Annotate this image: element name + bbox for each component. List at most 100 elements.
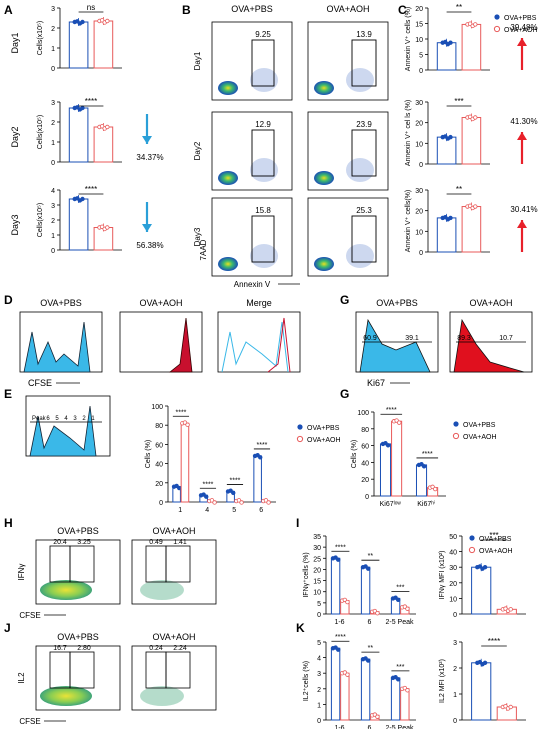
A-Day2-sig-label: **** [85,97,97,106]
E-dot-pbs [231,490,236,496]
C-legend-aoh-label: OVA+AOH [504,27,538,34]
gK-mfi-dot-pbs [482,660,488,665]
gJ-gate-a-value: 16.7 [53,645,67,652]
gI-ytick-label: 35 [313,534,321,541]
C-pct-2: 30.41% [510,205,537,214]
A-Day3-sig-label: **** [85,185,97,194]
G-legend-aoh-marker [452,432,460,440]
D-col-0: OVA+PBS [40,298,82,308]
C-1-ytick-label: 0 [419,162,423,169]
B-gate-value: 15.8 [255,206,271,215]
E-peak-num: 6 [46,416,50,422]
gK-xcat: 2-5 Peak [385,725,414,729]
C-0-ytick-label: 20 [415,6,423,13]
E-dot-aoh [185,422,190,427]
panel-G: 0 20 40 60 80 100 Ki67ˡᵒʷ **** Ki67ʰⁱ **** Cells (… [351,407,497,508]
gJ-xlabel: CFSE [19,717,40,726]
C-0-bar-pbs [436,42,457,71]
gH-ylabel: IFNγ [17,564,26,581]
B-ylabel: 7AAD [199,239,208,260]
gI-bar-pbs [360,566,371,615]
C-legend-pbs-label: OVA+PBS [504,15,537,22]
G-bar-pbs [379,443,392,497]
A-Day2-ytick-label: 0 [51,160,55,167]
A-Day1-sig-label: ns [87,3,95,12]
D-plot-frame [217,311,301,373]
G-dot-aoh [433,486,438,492]
gI-legend-aoh-marker [468,546,476,554]
A-Day2-bar-aoh [93,126,114,163]
F-gate-high: 10.7 [499,335,513,342]
gK-dot-pbs [396,677,401,682]
gI-mfi-ytick-label: 20 [449,581,457,588]
gH-cluster [40,580,92,600]
E-xcat: 5 [232,507,236,514]
panel-D: OVA+PBS OVA+AOH Merge CFSE [19,298,301,388]
A-Day3-bar-pbs [68,198,89,251]
G-dot-pbs [385,443,391,448]
C-legend-pbs-marker [494,14,500,20]
gI-dot-aoh [405,606,410,611]
gH-gate-b [69,545,95,583]
F-hist [359,318,431,373]
D-hist-pbs [23,321,91,373]
gK-sig-label: *** [396,664,404,671]
B-spread-cluster [346,158,374,182]
B-gate [351,39,377,87]
E-dot-pbs [258,455,263,460]
A-Day2-dot-aoh [105,124,110,130]
E-legend-pbs-marker [297,424,303,430]
E-ytick-label: 20 [155,481,163,488]
C-1-ylabel: Annexin V⁺ cel ls (%) [405,100,412,166]
C-0-bar-aoh [461,23,482,71]
E-peak-num: 3 [73,416,77,422]
C-1-ytick-label: 20 [415,121,423,128]
gI-legend-aoh-label: OVA+AOH [479,548,513,555]
gH-cluster [140,580,184,600]
C-0-ytick-label: 0 [419,68,423,75]
gH-col-aoh: OVA+AOH [152,526,195,536]
A-Day1-ylabel: Cells(x10⁵) [37,21,44,55]
F-hist [453,318,525,373]
E-dot-aoh [266,500,271,505]
gK-ytick-label: 1 [317,702,321,709]
gJ-gate-b [165,651,191,689]
gK-ytick-label: 2 [317,687,321,694]
B-gate [251,129,275,177]
C-2-bar-aoh [461,206,482,253]
A-Day3-ytick-label: 0 [51,248,55,255]
C-2-ytick-label: 20 [415,209,423,216]
C-2-ytick-label: 10 [415,229,423,236]
gI-mfi-ylabel: IFNγ MFI (x10²) [439,551,446,600]
G-ytick-label: 80 [361,427,369,434]
panel-B: OVA+PBS OVA+AOH Day1 9.25 13.9 Day2 12.9 23.9 Da… [193,4,389,289]
C-arrow-0-head [517,38,527,46]
gI-mfi-bar-pbs [471,566,492,615]
gI-ytick-label: 20 [313,567,321,574]
gK-xcat: 1-6 [334,725,344,729]
gJ-ylabel: IL2 [17,672,26,684]
gK-ytick-label: 5 [317,640,321,647]
gK-mfi-bar-pbs [471,662,492,721]
E-ytick-label: 40 [155,462,163,469]
gK-bar-aoh [400,688,410,721]
gK-bar-pbs [360,658,371,721]
gH-gate-b-value: 3.25 [77,539,91,546]
E-ylabel: Cells (%) [145,440,152,468]
C-0-dot-pbs [448,40,453,45]
F-col-0: OVA+PBS [376,298,418,308]
E-legend-aoh-marker [296,435,304,443]
panel-label-D: D [4,293,13,307]
panel-H: OVA+PBS OVA+AOH 20.4 3.25 0.49 1.41 IFNγ CFSE [17,526,217,620]
B-gate [251,215,275,263]
B-spread-cluster [346,68,374,92]
A-Day3-dot-pbs [80,196,85,202]
gK-dot-pbs [366,658,371,663]
gI-legend-pbs-marker [469,535,475,541]
E-peak-label: Peak [32,416,47,422]
E-ytick-label: 0 [159,500,163,507]
F-gate-low: 89.3 [457,335,471,342]
B-col-aoh: OVA+AOH [326,4,369,14]
gK-mfi-ytick-label: 2 [453,666,457,673]
G-ytick-label: 100 [357,410,369,417]
